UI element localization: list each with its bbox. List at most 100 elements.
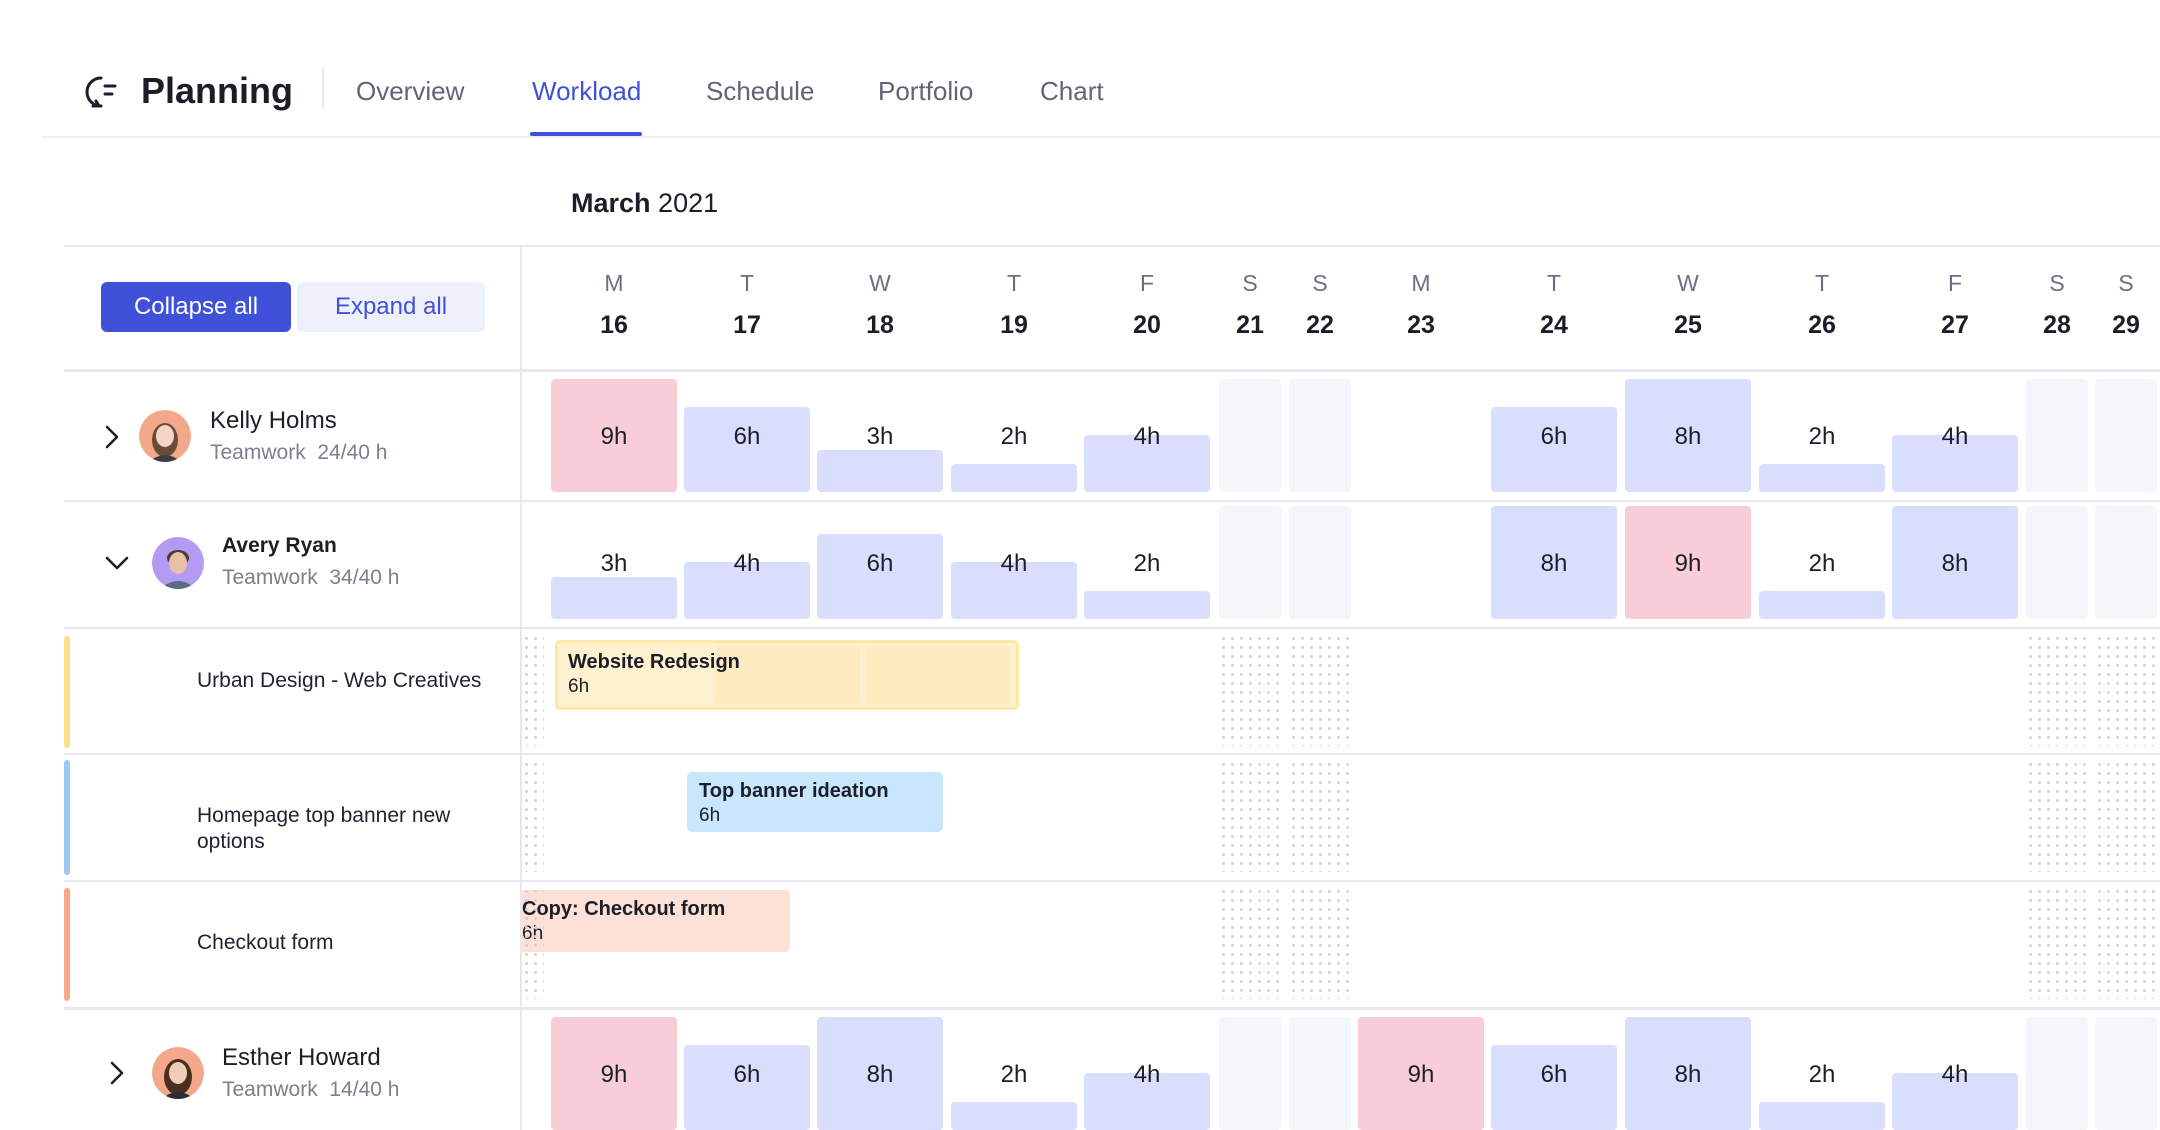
app-header: Planning Overview Workload Schedule Port…: [41, 0, 2160, 138]
workload-cell[interactable]: [817, 450, 943, 492]
day-number: 27: [1941, 311, 1969, 339]
day-number: 23: [1407, 311, 1435, 339]
workload-cell[interactable]: [1084, 1073, 1210, 1130]
weekend-cell: [1289, 379, 1351, 492]
weekend-cell: [1219, 1017, 1281, 1130]
workload-cell[interactable]: [951, 464, 1077, 492]
hours-label: 2h: [1808, 1061, 1836, 1088]
day-column-header: S 28: [2027, 270, 2087, 340]
workload-cell[interactable]: [684, 562, 810, 619]
hours-label: 2h: [1000, 423, 1028, 450]
day-column-header: W 25: [1658, 270, 1718, 340]
overload-cell[interactable]: [551, 379, 677, 492]
task-block-hours: 6h: [568, 676, 590, 697]
person-project: Teamwork: [210, 441, 306, 464]
day-letter: W: [1677, 270, 1699, 296]
day-number: 28: [2043, 311, 2071, 339]
overload-cell[interactable]: [551, 1017, 677, 1130]
non-working-pattern: [2026, 887, 2088, 999]
task-block[interactable]: Top banner ideation 6h: [687, 772, 943, 832]
person-name: Kelly Holms: [210, 407, 337, 434]
workload-cell[interactable]: [1491, 506, 1617, 619]
workload-cell[interactable]: [817, 1017, 943, 1130]
workload-cell[interactable]: [817, 534, 943, 619]
weekend-cell: [1219, 379, 1281, 492]
avatar: [139, 410, 191, 462]
weekend-cell: [2026, 1017, 2088, 1130]
workload-cell[interactable]: [1892, 435, 2018, 492]
workload-cell[interactable]: [1491, 1045, 1617, 1130]
day-letter: T: [739, 270, 755, 296]
hours-label: 8h: [1540, 550, 1568, 577]
chevron-right-icon[interactable]: [97, 422, 127, 452]
collapse-all-button[interactable]: Collapse all: [101, 282, 291, 332]
tab-workload[interactable]: Workload: [532, 76, 642, 106]
day-letter: S: [2049, 270, 2065, 296]
tab-portfolio[interactable]: Portfolio: [878, 76, 974, 106]
workload-cell[interactable]: [1892, 506, 2018, 619]
hours-label: 4h: [1941, 423, 1969, 450]
task-color-bar: [64, 760, 70, 875]
hours-label: 4h: [1133, 423, 1161, 450]
workload-cell[interactable]: [1759, 464, 1885, 492]
hours-label: 6h: [1540, 1061, 1568, 1088]
task-block-clip: Copy: Checkout form 6h: [522, 890, 790, 952]
hours-label: 4h: [1133, 1061, 1161, 1088]
non-working-pattern: [522, 887, 544, 999]
divider: [64, 1007, 2160, 1010]
tab-chart[interactable]: Chart: [1040, 76, 1104, 106]
workload-cell[interactable]: [1759, 1102, 1885, 1130]
non-working-pattern: [2026, 760, 2088, 872]
grid-separator: [520, 245, 522, 1130]
task-label: Homepage top banner new options: [197, 804, 451, 853]
overload-cell[interactable]: [1625, 506, 1751, 619]
workload-cell[interactable]: [1759, 591, 1885, 619]
day-letter: T: [1814, 270, 1830, 296]
workload-cell[interactable]: [684, 407, 810, 492]
divider: [64, 500, 2160, 502]
non-working-pattern: [2095, 634, 2157, 746]
person-hours: 14/40 h: [329, 1078, 400, 1101]
day-letter: S: [1312, 270, 1328, 296]
person-project: Teamwork: [222, 1078, 318, 1101]
expand-all-button[interactable]: Expand all: [297, 282, 485, 332]
hours-label: 3h: [600, 550, 628, 577]
divider: [64, 627, 2160, 629]
non-working-pattern: [1219, 760, 1281, 872]
hours-label: 2h: [1808, 550, 1836, 577]
chevron-right-icon[interactable]: [102, 1058, 132, 1088]
day-column-header: S 29: [2096, 270, 2156, 340]
workload-cell[interactable]: [1084, 591, 1210, 619]
overload-cell[interactable]: [1358, 1017, 1484, 1130]
tab-overview[interactable]: Overview: [356, 76, 465, 106]
workload-cell[interactable]: [1491, 407, 1617, 492]
weekend-cell: [1219, 506, 1281, 619]
workload-cell[interactable]: [1625, 1017, 1751, 1130]
chevron-down-icon[interactable]: [102, 548, 132, 578]
day-letter: S: [2118, 270, 2134, 296]
workload-cell[interactable]: [1084, 435, 1210, 492]
hours-label: 9h: [600, 423, 628, 450]
workload-cell[interactable]: [551, 577, 677, 619]
divider: [64, 369, 2160, 372]
hours-label: 2h: [1000, 1061, 1028, 1088]
task-block-hours: 6h: [522, 923, 780, 945]
task-block-title: Website Redesign: [568, 651, 740, 673]
workload-cell[interactable]: [684, 1045, 810, 1130]
day-column-header: S 22: [1290, 270, 1350, 340]
tab-schedule[interactable]: Schedule: [706, 76, 815, 106]
day-column-header: T 19: [984, 270, 1044, 340]
workload-cell[interactable]: [951, 562, 1077, 619]
day-letter: M: [1411, 270, 1431, 296]
workload-cell[interactable]: [1625, 379, 1751, 492]
person-capacity: Teamwork 14/40 h: [222, 1078, 399, 1102]
divider: [64, 880, 2160, 882]
divider: [64, 753, 2160, 755]
person-hours: 34/40 h: [329, 566, 400, 589]
task-block[interactable]: Website Redesign 6h: [555, 640, 1019, 710]
task-block[interactable]: Copy: Checkout form 6h: [522, 890, 790, 952]
workload-cell[interactable]: [951, 1102, 1077, 1130]
workload-cell[interactable]: [1892, 1073, 2018, 1130]
non-working-pattern: [2095, 760, 2157, 872]
task-label: Urban Design - Web Creatives: [197, 669, 482, 692]
